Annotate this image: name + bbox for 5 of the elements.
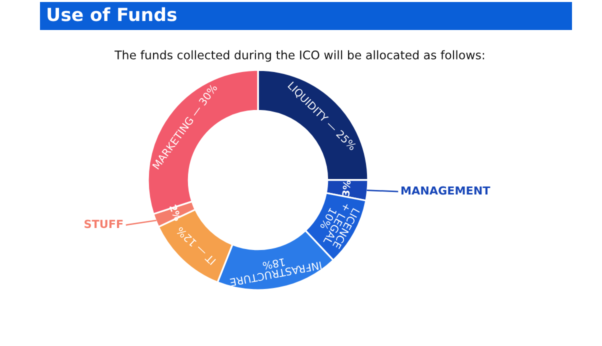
slice-label: MANAGEMENT xyxy=(401,186,490,195)
slice-label: STUFF xyxy=(84,220,123,228)
data-label: 3% xyxy=(342,180,351,196)
chart-title: Use of Funds xyxy=(48,7,176,22)
chart-subtitle: The funds collected during the ICO will be allocated as follows: xyxy=(114,50,484,62)
